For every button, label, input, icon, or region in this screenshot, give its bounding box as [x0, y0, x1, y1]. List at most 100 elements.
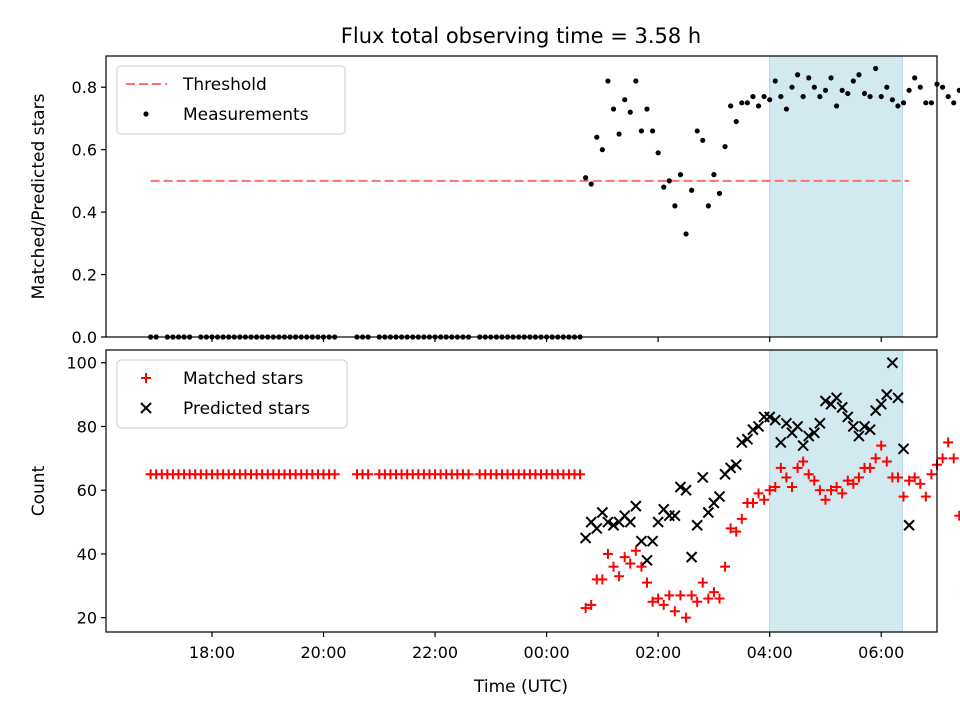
ratio-point-0-123: [873, 66, 878, 71]
count-point-0-133: [915, 479, 925, 489]
ratio-point-0-82: [644, 106, 649, 111]
ratio-point-0-129: [907, 88, 912, 93]
count-point-1-2: [592, 523, 602, 533]
ratio-point-0-87: [672, 203, 677, 208]
ratio-point-0-88: [678, 172, 683, 177]
ratio-point-0-126: [890, 97, 895, 102]
ratio-point-0-74: [600, 147, 605, 152]
ratio-point-0-124: [879, 94, 884, 99]
count-point-0-97: [714, 594, 724, 604]
ratio-point-0-97: [728, 103, 733, 108]
ratio-point-0-72: [589, 181, 594, 186]
x-tick-label-2: 22:00: [412, 643, 458, 662]
count-point-1-22: [703, 508, 713, 518]
count-point-0-81: [625, 558, 635, 568]
ratio-point-0-86: [667, 178, 672, 183]
count-point-1-24: [714, 492, 724, 502]
count-point-0-82: [631, 546, 641, 556]
ratio-y-tick-label-4: 0.8: [72, 78, 97, 97]
ratio-point-0-103: [762, 94, 767, 99]
ratio-y-tick-label-1: 0.2: [72, 266, 97, 285]
ratio-point-0-136: [946, 94, 951, 99]
count-point-0-36: [363, 469, 373, 479]
ratio-y-tick-label-2: 0.4: [72, 203, 97, 222]
ratio-point-0-83: [650, 128, 655, 133]
count-point-1-11: [642, 555, 652, 565]
ratio-point-0-98: [734, 119, 739, 124]
ratio-point-0-132: [923, 100, 928, 105]
count-point-0-96: [709, 587, 719, 597]
count-point-0-134: [921, 492, 931, 502]
ratio-point-0-122: [867, 94, 872, 99]
count-y-axis-label: Count: [29, 465, 49, 516]
count-point-0-79: [614, 571, 624, 581]
count-y-tick-label-0: 20: [77, 609, 97, 628]
ratio-point-0-80: [633, 78, 638, 83]
count-point-0-95: [703, 594, 713, 604]
count-point-1-15: [664, 511, 674, 521]
ratio-y-tick-label-3: 0.6: [72, 141, 97, 160]
count-legend-label-0: Matched stars: [183, 369, 303, 389]
count-point-0-94: [698, 578, 708, 588]
count-point-0-93: [692, 597, 702, 607]
count-point-0-135: [926, 469, 936, 479]
count-point-0-78: [609, 562, 619, 572]
count-point-0-137: [938, 453, 948, 463]
count-point-0-84: [642, 578, 652, 588]
ratio-legend-label-1: Measurements: [183, 105, 309, 125]
count-point-1-58: [904, 520, 914, 530]
ratio-point-0-111: [806, 75, 811, 80]
count-point-1-16: [670, 511, 680, 521]
count-point-0-33: [330, 469, 340, 479]
count-legend-label-1: Predicted stars: [183, 399, 310, 419]
count-point-0-80: [620, 552, 630, 562]
ratio-point-0-112: [812, 85, 817, 90]
count-point-0-104: [754, 488, 764, 498]
ratio-point-0-128: [901, 100, 906, 105]
ratio-point-0-89: [683, 231, 688, 236]
ratio-point-0-104: [767, 97, 772, 102]
chart-title: Flux total observing time = 3.58 h: [341, 24, 701, 48]
ratio-point-0-75: [605, 78, 610, 83]
count-point-0-77: [603, 549, 613, 559]
x-tick-label-4: 02:00: [635, 643, 681, 662]
ratio-point-0-92: [700, 138, 705, 143]
ratio-point-0-118: [845, 91, 850, 96]
ratio-point-0-85: [661, 185, 666, 190]
ratio-point-0-109: [795, 72, 800, 77]
ratio-point-0-84: [656, 150, 661, 155]
count-point-0-138: [943, 437, 953, 447]
count-point-0-90: [675, 590, 685, 600]
ratio-point-0-131: [918, 85, 923, 90]
ratio-point-0-106: [778, 94, 783, 99]
count-point-0-92: [687, 590, 697, 600]
count-legend: Matched stars Predicted stars: [117, 360, 347, 428]
count-point-1-12: [648, 536, 658, 546]
ratio-point-0-81: [639, 128, 644, 133]
x-tick-label-3: 00:00: [524, 643, 570, 662]
ratio-point-0-137: [951, 100, 956, 105]
ratio-point-0-127: [895, 103, 900, 108]
x-tick-label-5: 04:00: [747, 643, 793, 662]
count-point-0-76: [597, 574, 607, 584]
count-point-1-32: [759, 412, 769, 422]
x-tick-label-0: 18:00: [189, 643, 235, 662]
count-point-0-89: [670, 606, 680, 616]
ratio-y-axis-label: Matched/Predicted stars: [29, 93, 49, 299]
ratio-point-0-71: [583, 175, 588, 180]
count-point-0-53: [464, 469, 474, 479]
count-point-1-20: [692, 520, 702, 530]
count-point-1-9: [631, 501, 641, 511]
ratio-point-0-96: [722, 144, 727, 149]
ratio-point-0-133: [929, 100, 934, 105]
ratio-point-0-102: [756, 103, 761, 108]
ratio-point-0-108: [789, 85, 794, 90]
count-point-0-105: [759, 495, 769, 505]
ratio-point-0-100: [745, 100, 750, 105]
count-y-tick-label-4: 100: [66, 354, 97, 373]
